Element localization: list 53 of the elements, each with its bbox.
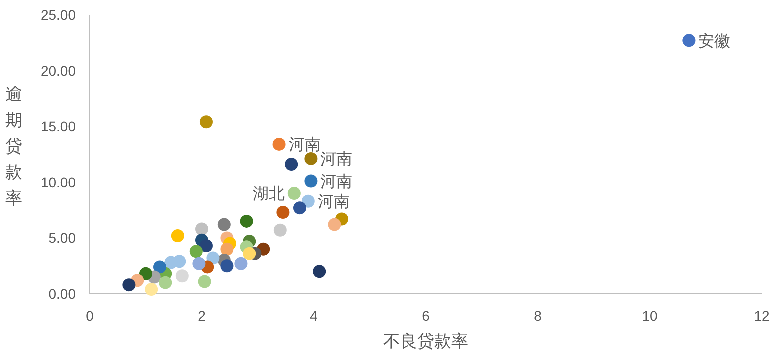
- point: [171, 229, 184, 242]
- point: [274, 224, 287, 237]
- annotation: 河南: [320, 172, 353, 191]
- x-tick-label: 4: [310, 308, 318, 324]
- point: [240, 214, 254, 228]
- x-tick-label: 10: [642, 308, 658, 324]
- annotation: 安徽: [698, 32, 731, 50]
- x-tick-label: 6: [422, 308, 430, 324]
- y-tick-label: 20.00: [40, 62, 76, 79]
- x-tick-label: 8: [534, 308, 542, 324]
- point: [288, 187, 301, 200]
- point: [140, 267, 152, 280]
- point: [164, 256, 178, 270]
- point: [196, 222, 208, 236]
- point: [304, 174, 318, 188]
- point: [328, 218, 342, 232]
- point: [200, 240, 213, 252]
- annotation: 河南: [288, 136, 321, 154]
- y-tick-label: 15.00: [40, 118, 76, 135]
- annotation: 河南: [320, 150, 353, 169]
- point: [145, 283, 158, 296]
- x-tick-label: 2: [198, 308, 206, 324]
- point: [285, 158, 298, 172]
- point: [220, 242, 234, 256]
- point: [313, 265, 326, 278]
- x-tick-label: 12: [754, 308, 770, 324]
- point: [190, 245, 203, 258]
- point: [302, 194, 315, 208]
- point: [192, 257, 206, 270]
- point: [276, 206, 290, 220]
- y-tick-label: 10.00: [40, 174, 76, 190]
- y-tick-label: 25.00: [40, 7, 76, 23]
- point: [220, 260, 234, 273]
- point: [159, 276, 172, 290]
- point: [234, 257, 248, 270]
- x-axis-title: 不良贷款率: [384, 332, 468, 351]
- point: [272, 138, 286, 151]
- point: [122, 278, 136, 292]
- x-tick-label: 0: [86, 308, 94, 324]
- annotation: 河南: [318, 192, 350, 211]
- point: [176, 270, 189, 283]
- point: [154, 260, 166, 274]
- y-tick-label: 5.00: [48, 230, 76, 246]
- point: [198, 275, 212, 288]
- y-axis-title: 逾期贷款率: [6, 85, 22, 208]
- point: [294, 202, 306, 215]
- point: [200, 116, 213, 129]
- point: [218, 218, 231, 232]
- point: [682, 34, 696, 48]
- y-tick-label: 0.00: [48, 286, 76, 302]
- point: [243, 247, 256, 260]
- annotation: 湖北: [252, 185, 285, 204]
- point: [304, 152, 318, 166]
